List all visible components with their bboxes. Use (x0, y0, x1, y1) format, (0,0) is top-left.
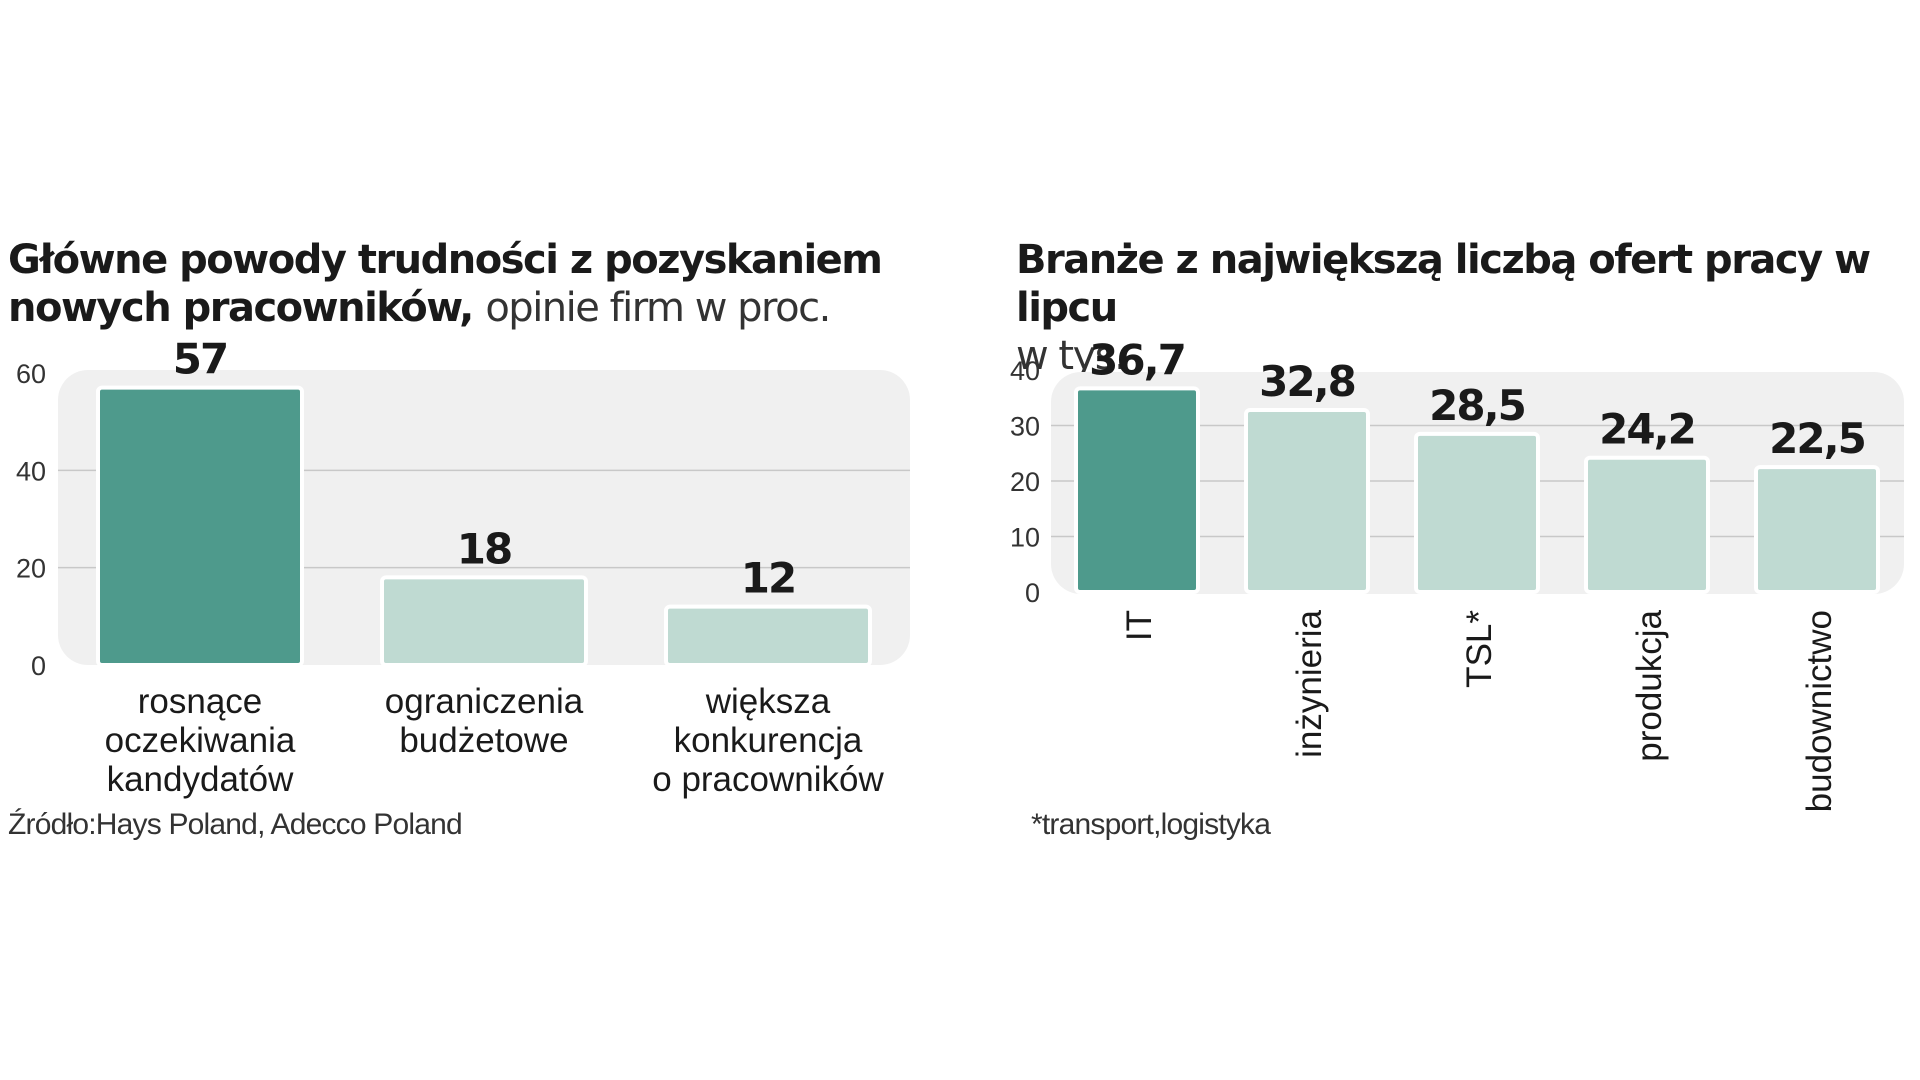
right-bar (1584, 455, 1710, 594)
right-chart-title: Branże z największą liczbą ofert pracy w… (1016, 236, 1916, 380)
right-category-label: IT (1120, 610, 1159, 641)
left-value-label: 12 (741, 554, 795, 603)
right-y-tick-label: 20 (1010, 467, 1040, 497)
left-category-label: większa (705, 682, 831, 721)
left-bar (96, 385, 304, 667)
left-category-label: ograniczenia (385, 682, 584, 721)
left-value-label: 18 (457, 524, 511, 573)
left-bar (380, 575, 588, 668)
right-category-label: inżynieria (1290, 609, 1329, 757)
right-title-subtitle: w tys. (1016, 333, 1127, 379)
left-category-label: kandydatów (107, 760, 295, 799)
right-value-label: 22,5 (1769, 414, 1865, 463)
right-y-tick-label: 30 (1010, 412, 1040, 442)
right-bar (1414, 431, 1540, 595)
right-bar (1244, 407, 1370, 594)
left-bar (664, 604, 872, 667)
left-y-tick-label: 20 (16, 554, 46, 584)
left-category-label: oczekiwania (105, 721, 296, 760)
left-chart-title: Główne powody trudności z pozyskaniem no… (8, 236, 968, 332)
right-y-tick-label: 0 (1025, 578, 1040, 608)
right-y-tick-label: 40 (1010, 356, 1040, 386)
left-category-label: o pracowników (652, 760, 884, 799)
right-value-label: 32,8 (1259, 357, 1355, 406)
right-y-tick-label: 10 (1010, 523, 1040, 553)
right-value-label: 24,2 (1599, 405, 1695, 454)
left-category-label: konkurencja (674, 721, 863, 760)
right-value-label: 36,7 (1089, 335, 1185, 384)
right-category-label: produkcja (1630, 609, 1669, 761)
right-bar (1074, 386, 1200, 594)
left-value-label: 57 (173, 335, 227, 384)
left-title-subtitle: opinie firm w proc. (485, 285, 831, 331)
right-category-label: TSL* (1460, 610, 1499, 688)
right-bar (1754, 465, 1880, 594)
left-source-note: Źródło:Hays Poland, Adecco Poland (8, 808, 463, 841)
left-category-label: rosnące (138, 682, 263, 721)
right-title-bold: Branże z największą liczbą ofert pracy w… (1016, 237, 1871, 331)
left-y-tick-label: 40 (16, 456, 46, 486)
left-category-label: budżetowe (399, 721, 568, 760)
left-y-tick-label: 60 (16, 359, 46, 389)
left-title-bold: Główne powody trudności z pozyskaniem no… (8, 237, 883, 331)
right-footnote: *transport,logistyka (1031, 808, 1271, 841)
right-category-label: budownictwo (1800, 610, 1839, 812)
right-value-label: 28,5 (1429, 381, 1525, 430)
left-y-tick-label: 0 (31, 651, 46, 681)
